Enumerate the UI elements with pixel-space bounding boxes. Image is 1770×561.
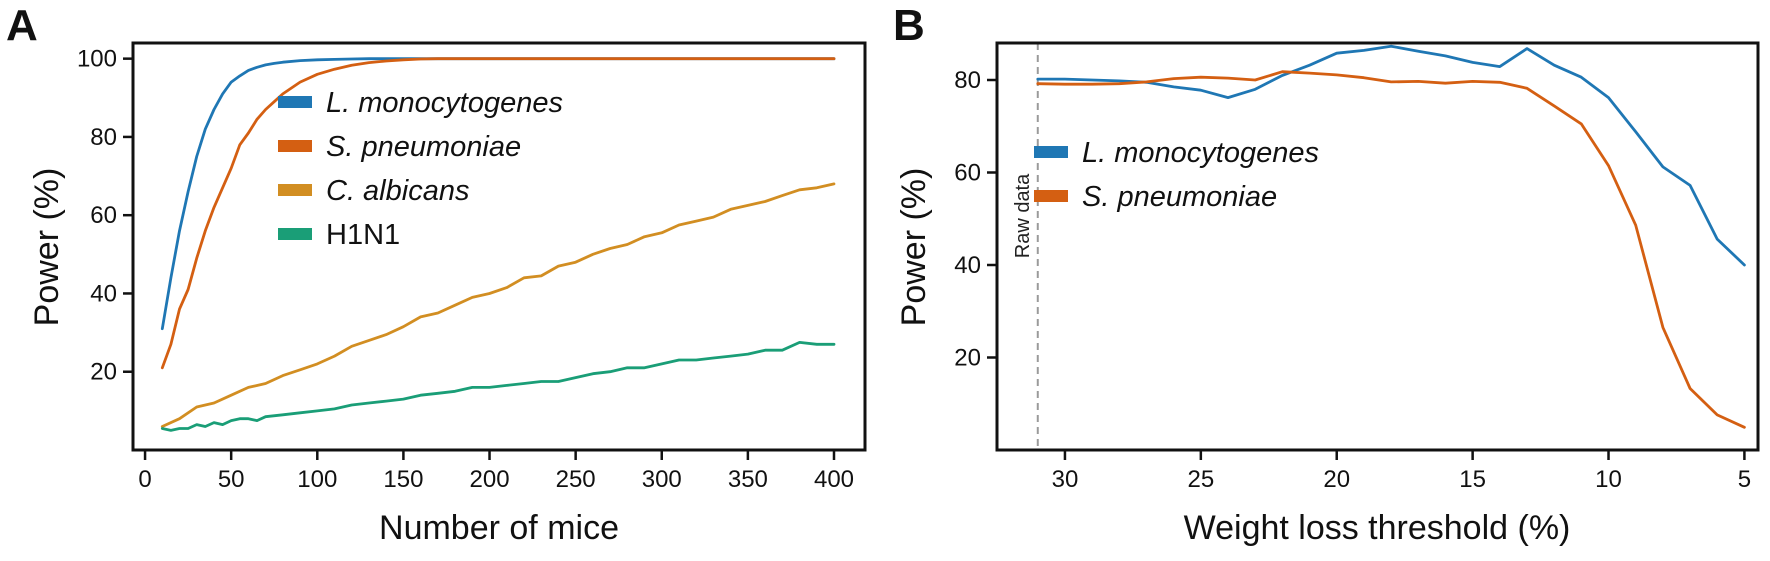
x-tick-label: 100: [297, 466, 337, 493]
legend-label-s-pneumoniae: S. pneumoniae: [1082, 181, 1277, 213]
legend-label-s-pneumoniae: S. pneumoniae: [326, 131, 521, 163]
panel-a-frame: [131, 41, 867, 452]
x-tick-label: 300: [642, 466, 682, 493]
raw-data-annotation: Raw data: [1012, 173, 1034, 258]
y-tick-label: 60: [954, 160, 981, 187]
panel-b-legend: L. monocytogenes S. pneumoniae: [1034, 137, 1319, 213]
series-line-s-pneumoniae: [160, 57, 836, 370]
y-tick-label: 20: [954, 345, 981, 372]
y-tick-label: 100: [77, 46, 117, 73]
legend-label-l-monocytogenes: L. monocytogenes: [326, 87, 563, 119]
panel-b-letter: B: [893, 1, 925, 50]
panel-a-x-axis-label: Number of mice: [379, 509, 619, 547]
x-tick-label: 150: [383, 466, 423, 493]
series-line-s-pneumoniae: [1036, 70, 1746, 429]
x-tick-label: 250: [556, 466, 596, 493]
panel-b-frame: [995, 41, 1760, 452]
legend-swatch-h1n1: [278, 228, 312, 240]
panel-b-x-axis-label: Weight loss threshold (%): [1184, 509, 1571, 547]
x-tick-label: 200: [470, 466, 510, 493]
panel-a: A 0 50 100 150 200 250 300 350 400 20 40 60 80 100 L.…: [6, 1, 867, 547]
legend-label-l-monocytogenes: L. monocytogenes: [1082, 137, 1319, 169]
legend-swatch-s-pneumoniae: [1034, 190, 1068, 202]
y-tick-label: 80: [90, 124, 117, 151]
legend-label-h1n1: H1N1: [326, 219, 400, 251]
series-line-h1n1: [160, 340, 836, 432]
series-line-l-monocytogenes: [1036, 44, 1746, 267]
legend-swatch-l-monocytogenes: [1034, 146, 1068, 158]
y-tick-label: 40: [90, 280, 117, 307]
x-tick-label: 350: [728, 466, 768, 493]
series-line-c-albicans: [160, 182, 836, 428]
panel-b-y-axis-label: Power (%): [895, 168, 933, 327]
x-tick-label: 25: [1187, 466, 1214, 493]
x-tick-label: 20: [1323, 466, 1350, 493]
y-tick-label: 20: [90, 359, 117, 386]
x-tick-label: 50: [218, 466, 245, 493]
legend-swatch-c-albicans: [278, 184, 312, 196]
x-tick-label: 0: [138, 466, 151, 493]
legend-label-c-albicans: C. albicans: [326, 175, 469, 207]
panel-a-ticks: 0 50 100 150 200 250 300 350 400 20 40 60 80 100: [77, 46, 854, 493]
legend-swatch-s-pneumoniae: [278, 140, 312, 152]
panel-a-y-axis-label: Power (%): [28, 168, 66, 327]
panel-b-plot: Raw data: [1012, 43, 1746, 450]
x-tick-label: 10: [1595, 466, 1622, 493]
panel-a-letter: A: [6, 1, 38, 50]
x-tick-label: 30: [1052, 466, 1079, 493]
panel-a-plot: [160, 57, 836, 432]
panel-a-legend: L. monocytogenes S. pneumoniae C. albicans…: [278, 87, 563, 251]
panel-b-ticks: 30 25 20 15 10 5 20 40 60 80: [954, 67, 1751, 493]
panel-b: B Raw data 30 25 20 15 10 5 20 40 60 80 L. monocy…: [893, 1, 1760, 547]
x-tick-label: 400: [814, 466, 854, 493]
legend-swatch-l-monocytogenes: [278, 96, 312, 108]
x-tick-label: 5: [1738, 466, 1751, 493]
y-tick-label: 40: [954, 252, 981, 279]
y-tick-label: 80: [954, 67, 981, 94]
y-tick-label: 60: [90, 202, 117, 229]
x-tick-label: 15: [1459, 466, 1486, 493]
